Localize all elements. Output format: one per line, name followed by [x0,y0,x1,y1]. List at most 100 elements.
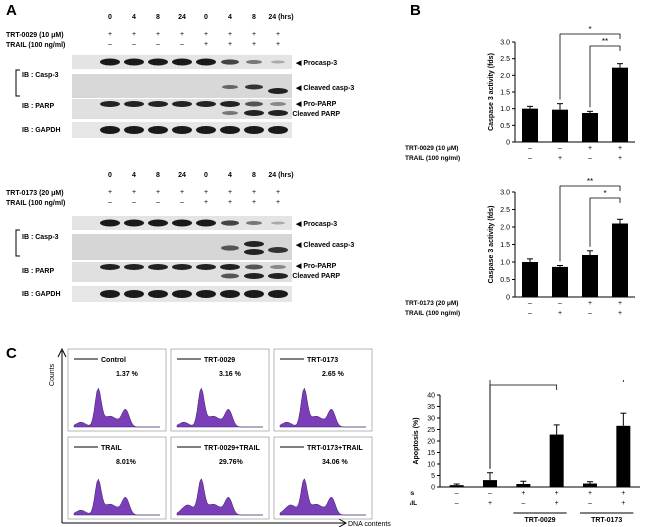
y-axis-label: Caspase 3 activity (fds) [488,53,495,131]
row-label: TRAIL (100 ng/ml) [405,155,460,162]
y-tick-label: 35 [427,404,435,411]
significance-bracket [559,185,621,262]
pro-parp-label: ◀ Pro-PARP [296,101,337,108]
row-sign: + [588,300,592,307]
row-sign: + [555,500,559,507]
ib-gapdh-label: IB : GAPDH [22,291,61,298]
bar [616,425,631,487]
row-label: TRAIL [410,500,417,507]
bar [612,67,628,142]
histogram-frame [170,348,270,432]
y-tick-label: 1.0 [500,106,510,113]
row-sign: + [618,310,622,317]
row-sign: + [558,155,562,162]
bar [582,255,598,297]
bar [549,434,564,487]
histogram-title: TRT-0173+TRAIL [307,445,364,452]
bar [552,109,568,142]
sign: + [227,199,233,206]
ib-gapdh-label: IB : GAPDH [22,127,61,134]
sign: + [203,41,209,48]
y-tick-label: 2.0 [500,73,510,80]
sign: + [131,189,137,196]
tp-label: 0 [204,172,208,179]
histogram [279,478,366,516]
row-sign: + [521,490,525,497]
row-label: TRT-0029 (10 μM) [405,145,458,152]
tp-label: 4 [132,172,136,179]
y-tick-label: 15 [427,450,435,457]
row-sign: – [488,490,492,497]
sign: + [155,31,161,38]
compound-row-label: TRT-0029 (10 μM) [6,32,64,39]
sign: + [251,189,257,196]
row-sign: + [558,310,562,317]
sign: – [108,41,112,48]
row-sign: – [588,500,592,507]
bar [483,480,497,487]
procasp3-label: ◀ Procasp-3 [296,60,338,67]
row-sign: – [528,300,532,307]
arrow-left-icon: ◀ [296,85,304,92]
y-tick-label: 3.0 [500,40,510,47]
sign: + [203,199,209,206]
tp-label: 24 (hrs) [268,172,294,179]
histogram [73,478,160,516]
bar [582,113,598,142]
sign: – [180,199,184,206]
bar [612,223,628,297]
sign: – [132,41,136,48]
flow-cytometry-histograms: Counts DNA contents Control 1.37 % TRT-0029 3… [49,347,391,527]
y-tick-label: 0 [506,140,510,147]
y-tick-label: 20 [427,439,435,446]
sign: + [155,189,161,196]
compound-row-label: TRT-0173 (20 μM) [6,190,64,197]
row-sign: + [588,145,592,152]
y-tick-label: 0.5 [500,277,510,284]
apoptosis-percent: 1.37 % [116,371,139,378]
y-tick-label: 40 [427,393,435,400]
row-sign: – [588,155,592,162]
sign: + [275,41,281,48]
apoptosis-percent: 3.16 % [219,371,242,378]
sign: – [156,41,160,48]
y-tick-label: 10 [427,462,435,469]
blot-bottom-image [15,216,292,302]
western-blot-bottom: 0 4 8 24 0 4 8 24 (hrs) TRT-0173 (20 μM)… [0,158,400,318]
histogram-title: TRT-0173 [307,357,338,364]
row-sign: – [588,310,592,317]
sign: + [251,31,257,38]
sign: – [156,199,160,206]
sign: + [227,41,233,48]
y-tick-label: 0.5 [500,123,510,130]
sign: + [107,189,113,196]
panel-label-b: B [410,2,421,19]
row-sign: + [621,500,625,507]
sign: + [275,31,281,38]
tp-label: 8 [252,172,256,179]
sign: + [275,199,281,206]
histogram [279,387,366,428]
tp-label: 0 [108,172,112,179]
sign: – [108,199,112,206]
y-axis-label: Apoptosis (%) [413,417,420,464]
dna-contents-label: DNA contents [348,521,391,527]
tp-label: 4 [132,14,136,21]
tp-label: 4 [228,14,232,21]
histogram-title: Control [101,357,126,364]
bar [583,483,597,487]
counts-label: Counts [49,363,56,386]
row-sign: + [588,490,592,497]
bar [516,484,531,487]
cleaved-casp3-label: ◀ Cleaved casp-3 [296,85,355,92]
histogram-title: TRT-0029 [204,357,235,364]
histogram [73,387,160,428]
row-sign: – [528,145,532,152]
row-label: Cpds [410,490,415,497]
ib-casp3-label: IB : Casp-3 [22,234,59,241]
caspase-chart-trt0029: 0 0.5 1.0 1.5 2.0 2.5 3.0 Caspase 3 activity (f… [405,25,635,162]
row-sign: + [488,500,492,507]
bar [522,262,538,297]
arrow-left-icon: ◀ [296,101,304,108]
